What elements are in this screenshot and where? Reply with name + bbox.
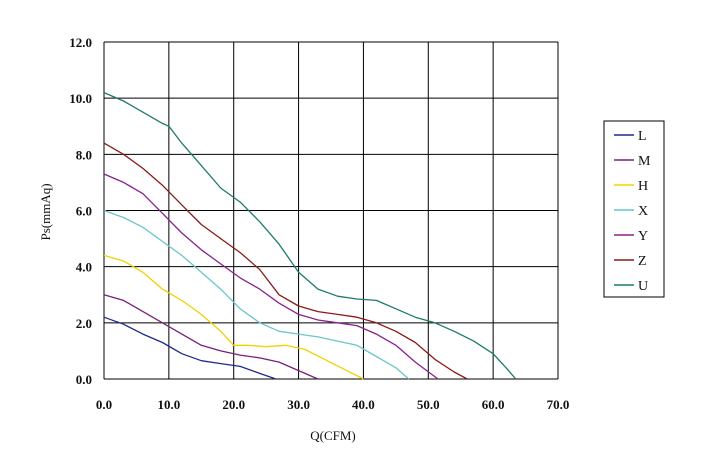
- series-line-y: [103, 173, 439, 380]
- x-tick-label: 50.0: [417, 397, 440, 412]
- y-tick-label: 6.0: [76, 204, 92, 219]
- series-line-l: [103, 316, 277, 380]
- x-tick-label: 30.0: [287, 397, 310, 412]
- x-tick-label: 10.0: [157, 397, 180, 412]
- legend-label-z: Z: [638, 254, 647, 269]
- y-axis-label: Ps(mmAq): [38, 183, 53, 240]
- legend-label-x: X: [638, 204, 648, 219]
- x-tick-label: 20.0: [222, 397, 245, 412]
- series-line-z: [103, 142, 468, 380]
- series-line-h: [103, 254, 364, 380]
- y-tick-label: 0.0: [76, 372, 92, 387]
- y-tick-label: 4.0: [76, 260, 92, 275]
- series-line-u: [103, 92, 517, 380]
- x-tick-label: 0.0: [96, 397, 112, 412]
- x-tick-label: 60.0: [482, 397, 505, 412]
- x-axis-ticks: 0.0 10.0 20.0 30.0 40.0 50.0 60.0 70.0: [96, 397, 570, 412]
- legend-label-l: L: [638, 129, 647, 144]
- legend-label-h: H: [638, 179, 648, 194]
- y-tick-label: 10.0: [69, 91, 92, 106]
- chart-series-lines: [103, 92, 517, 380]
- y-tick-label: 12.0: [69, 35, 92, 50]
- series-line-m: [103, 294, 319, 380]
- x-tick-label: 70.0: [547, 397, 570, 412]
- y-tick-label: 2.0: [76, 316, 92, 331]
- legend-box: [603, 120, 665, 298]
- y-axis-ticks: 0.0 2.0 4.0 6.0 8.0 10.0 12.0: [69, 35, 92, 387]
- x-axis-label: Q(CFM): [310, 428, 356, 443]
- series-line-x: [103, 209, 410, 380]
- legend-label-m: M: [638, 154, 651, 169]
- x-tick-label: 40.0: [352, 397, 375, 412]
- y-tick-label: 8.0: [76, 147, 92, 162]
- chart-grid: [103, 41, 559, 380]
- legend-label-u: U: [638, 279, 648, 294]
- legend-label-y: Y: [638, 229, 648, 244]
